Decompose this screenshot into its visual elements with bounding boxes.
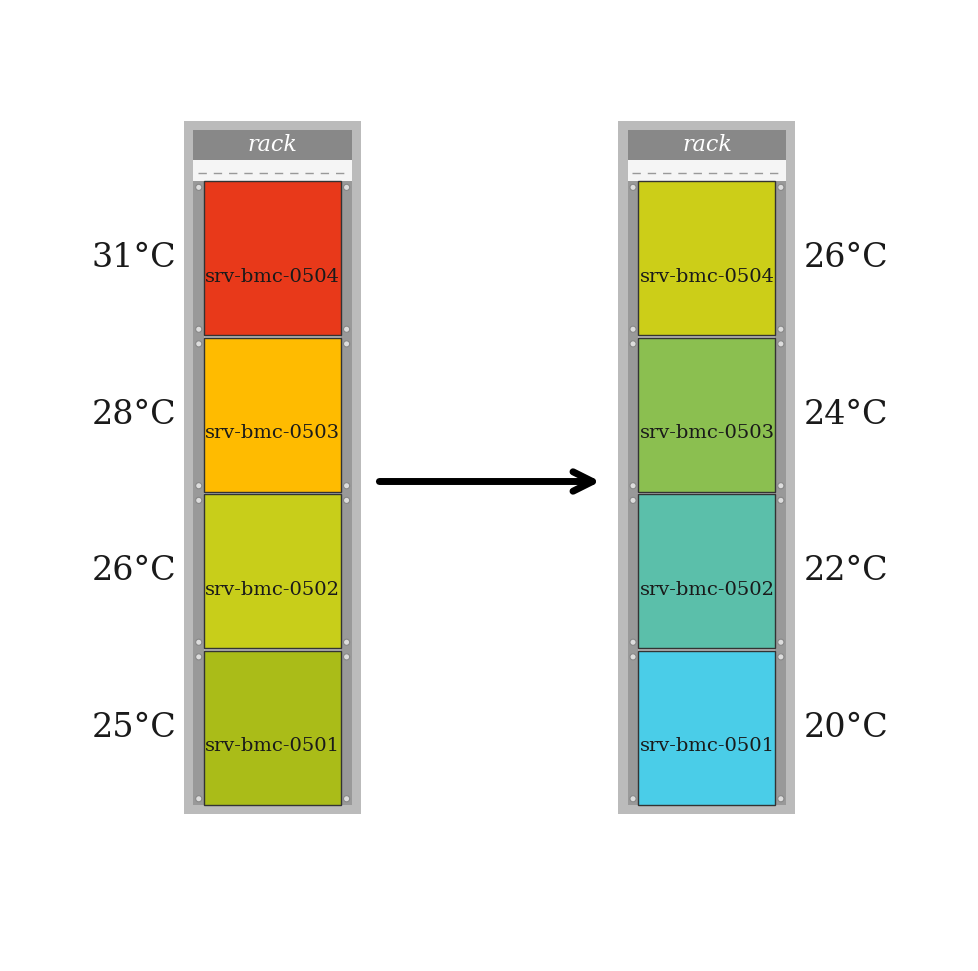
Circle shape (629, 184, 636, 190)
Bar (204, 651, 341, 805)
Circle shape (343, 653, 349, 660)
Bar (638, 651, 775, 805)
Bar (193, 130, 352, 159)
Text: 25°C: 25°C (92, 712, 176, 744)
Circle shape (777, 639, 783, 646)
Circle shape (777, 653, 783, 660)
Circle shape (629, 326, 636, 332)
Text: srv-bmc-0504: srv-bmc-0504 (639, 268, 774, 285)
Bar (193, 182, 204, 805)
Circle shape (196, 326, 201, 332)
Bar (341, 182, 352, 805)
Bar (627, 159, 785, 182)
Text: srv-bmc-0501: srv-bmc-0501 (639, 737, 774, 755)
Bar (204, 338, 341, 492)
Circle shape (196, 795, 201, 802)
Circle shape (343, 483, 349, 488)
Circle shape (343, 184, 349, 190)
Bar (627, 130, 785, 159)
Bar (204, 494, 341, 649)
Circle shape (629, 497, 636, 503)
Text: srv-bmc-0504: srv-bmc-0504 (205, 268, 339, 285)
Circle shape (629, 341, 636, 347)
Circle shape (777, 483, 783, 488)
Bar (618, 121, 795, 814)
Circle shape (196, 341, 201, 347)
Bar (638, 182, 775, 335)
Circle shape (343, 795, 349, 802)
Bar (184, 121, 361, 814)
Circle shape (196, 653, 201, 660)
Circle shape (343, 497, 349, 503)
Bar (627, 182, 638, 805)
Circle shape (777, 184, 783, 190)
Circle shape (777, 497, 783, 503)
Circle shape (629, 795, 636, 802)
Bar (775, 182, 785, 805)
Circle shape (196, 497, 201, 503)
Text: rack: rack (247, 134, 297, 156)
Text: 26°C: 26°C (802, 243, 887, 274)
Circle shape (196, 483, 201, 488)
Text: rack: rack (682, 134, 732, 156)
Text: 20°C: 20°C (802, 712, 887, 744)
Circle shape (629, 483, 636, 488)
Circle shape (629, 639, 636, 646)
Circle shape (196, 184, 201, 190)
Text: srv-bmc-0503: srv-bmc-0503 (204, 424, 340, 443)
Text: 31°C: 31°C (92, 243, 176, 274)
Circle shape (629, 653, 636, 660)
Circle shape (777, 795, 783, 802)
Circle shape (777, 326, 783, 332)
Text: srv-bmc-0502: srv-bmc-0502 (639, 581, 774, 599)
Circle shape (343, 341, 349, 347)
Text: 26°C: 26°C (92, 555, 176, 587)
Circle shape (343, 639, 349, 646)
Text: 22°C: 22°C (802, 555, 887, 587)
Bar (193, 159, 352, 182)
Text: 24°C: 24°C (802, 399, 887, 431)
Text: srv-bmc-0501: srv-bmc-0501 (205, 737, 339, 755)
Text: srv-bmc-0503: srv-bmc-0503 (639, 424, 774, 443)
Bar (638, 338, 775, 492)
Circle shape (777, 341, 783, 347)
Text: 28°C: 28°C (92, 399, 176, 431)
Circle shape (343, 326, 349, 332)
Bar (638, 494, 775, 649)
Text: srv-bmc-0502: srv-bmc-0502 (205, 581, 339, 599)
Bar (204, 182, 341, 335)
Circle shape (196, 639, 201, 646)
